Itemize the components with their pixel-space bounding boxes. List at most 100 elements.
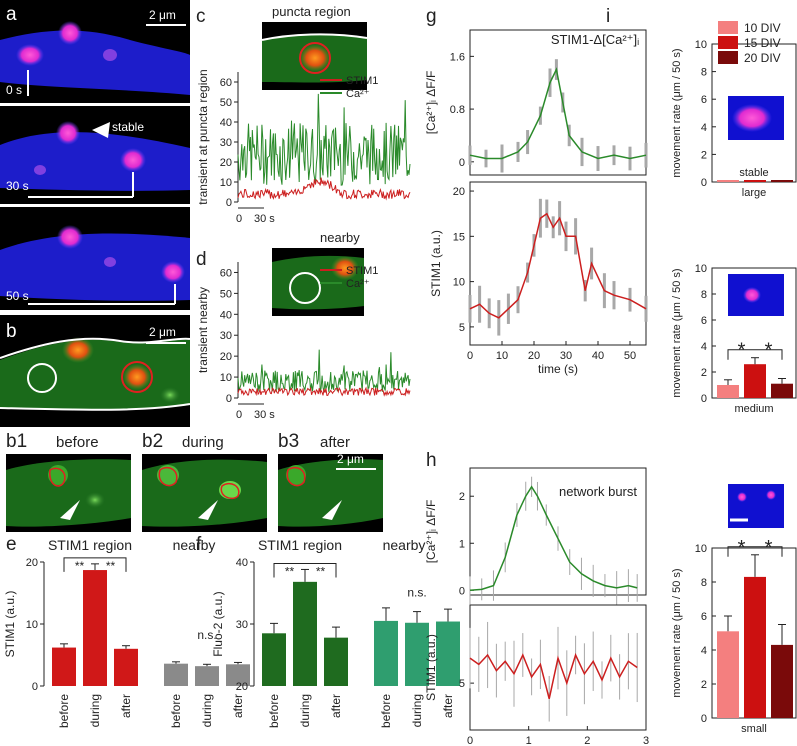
h_top-frame	[469, 467, 647, 596]
i_medium-sig-right: *	[765, 340, 773, 362]
e-sig-left: **	[75, 559, 85, 573]
g_bot-frame	[469, 181, 647, 346]
d-ytick-label: 0	[226, 393, 232, 405]
d-ytick-label: 30	[220, 330, 232, 342]
panel-label-e: e	[6, 534, 17, 555]
i_medium-ytick-label: 10	[695, 263, 707, 275]
g_bot-ytick-label: 15	[453, 231, 465, 243]
f-sig-left: **	[285, 564, 295, 578]
e-xtick-label: before	[57, 694, 71, 728]
i_small-ytick-label: 4	[701, 645, 707, 657]
c-ytick-label: 0	[226, 197, 232, 209]
h_top-ytick-label: 1	[459, 538, 465, 550]
i_small-sig-right: *	[765, 537, 773, 559]
i_large-ylabel: movement rate (μm / 50 s)	[671, 48, 683, 177]
f-ytick-label: 30	[236, 619, 248, 631]
i_large-ytick-label: 8	[701, 67, 707, 79]
f-bar	[293, 581, 317, 686]
d-ylabel: transient nearby	[196, 287, 210, 373]
f-ylabel: Fluo-2 (a.u.)	[211, 591, 225, 656]
g_bot-xtick-label: 40	[592, 350, 604, 362]
g_top-series-line	[469, 67, 647, 160]
h_top-ytick-label: 2	[459, 491, 465, 503]
c-time-scale-end: 30 s	[254, 213, 275, 225]
panel-label-b2: b2	[142, 431, 163, 452]
c-legend-stim1: STIM1	[346, 75, 378, 87]
e-ylabel: STIM1 (a.u.)	[3, 591, 17, 658]
d-time-scale-end: 30 s	[254, 409, 275, 421]
i_large-ytick-label: 0	[701, 177, 707, 189]
d-time-scale-start: 0	[236, 409, 242, 421]
panel-a: a 2 μm 0 s stable 30 s 50 s	[0, 0, 190, 310]
e-sig-right: **	[106, 559, 116, 573]
panel-label-f: f	[196, 534, 202, 555]
scale-bar-label-b3: 2 μm	[337, 452, 364, 466]
f-xtick-label: after	[329, 694, 343, 718]
h_top-ylabel: [Ca²⁺]ᵢ ΔF/F	[424, 500, 438, 564]
c-ytick-label: 60	[220, 77, 232, 89]
g_bot-xtick-label: 20	[528, 350, 540, 362]
i_medium-sig-bracket	[727, 349, 783, 360]
i-legend-swatch-2	[718, 51, 738, 64]
f-ns-label: n.s.	[407, 585, 426, 599]
i_medium-bar	[717, 385, 739, 398]
i_medium-bar	[744, 364, 766, 398]
time-label-50s: 50 s	[6, 289, 29, 303]
e-bar	[114, 648, 138, 686]
time-label-0s: 0 s	[6, 83, 22, 97]
f-bar	[374, 620, 398, 686]
i_large-bar	[744, 180, 766, 182]
panel-label-b3: b3	[278, 431, 299, 452]
e-xtick-label: during	[200, 694, 214, 727]
e-ytick-label: 0	[32, 681, 38, 693]
i_small-ytick-label: 2	[701, 679, 707, 691]
d-ytick-label: 10	[220, 372, 232, 384]
micrograph-b2	[142, 454, 267, 532]
e-bar	[164, 663, 188, 686]
h_top-title: network burst	[559, 484, 637, 499]
g_top-ytick-label: 1.6	[450, 51, 465, 63]
i_medium-xlabel: medium	[734, 403, 773, 415]
panel-b-sub: b1 before b2 during b3 after	[6, 431, 383, 532]
e-ytick-label: 10	[26, 619, 38, 631]
g_top-ytick-label: 0.8	[450, 104, 465, 116]
d-ytick-label: 50	[220, 288, 232, 300]
time-label-30s: 30 s	[6, 179, 29, 193]
panel-label-h: h	[426, 450, 437, 471]
c-ytick-label: 40	[220, 117, 232, 129]
e-ns-label: n.s.	[197, 628, 216, 642]
e-ytick-label: 20	[26, 557, 38, 569]
inset-i-medium	[728, 274, 784, 316]
i-legend-label-2: 20 DIV	[744, 51, 781, 65]
g_bot-xtick-label: 0	[467, 350, 473, 362]
d-series-ca	[237, 349, 411, 393]
f-bar	[262, 633, 286, 686]
g_bot-ytick-label: 20	[453, 186, 465, 198]
f-xtick-label: before	[379, 694, 393, 728]
stable-annotation: stable	[112, 120, 144, 134]
c-time-scale-start: 0	[236, 213, 242, 225]
inset-c: puncta region	[261, 4, 368, 90]
i_medium-ylabel: movement rate (μm / 50 s)	[671, 268, 683, 397]
i-legend-label-1: 15 DIV	[744, 36, 781, 50]
e-xtick-label: after	[231, 694, 245, 718]
g_bot-xtick-label: 10	[496, 350, 508, 362]
e-xtick-label: after	[119, 694, 133, 718]
scale-bar-label-b: 2 μm	[149, 325, 176, 339]
h_top-ytick-label: 0	[459, 585, 465, 597]
f-sig-bracket	[273, 562, 337, 578]
i_small-ytick-label: 6	[701, 611, 707, 623]
h_bot-series-line	[469, 652, 638, 699]
micrograph-b1	[6, 454, 131, 532]
micrograph-b3: 2 μm	[278, 452, 383, 532]
c-ytick-label: 50	[220, 97, 232, 109]
i_medium-ytick-label: 4	[701, 341, 707, 353]
f-bar	[324, 637, 348, 686]
i_small-ytick-label: 0	[701, 713, 707, 725]
f-title-left: STIM1 region	[258, 537, 342, 553]
inset-c-title: puncta region	[272, 4, 351, 19]
i_small-ytick-label: 10	[695, 543, 707, 555]
i_large-ytick-label: 10	[695, 39, 707, 51]
i_small-bar	[717, 631, 739, 718]
micrograph-a-50s: 50 s	[0, 207, 190, 310]
